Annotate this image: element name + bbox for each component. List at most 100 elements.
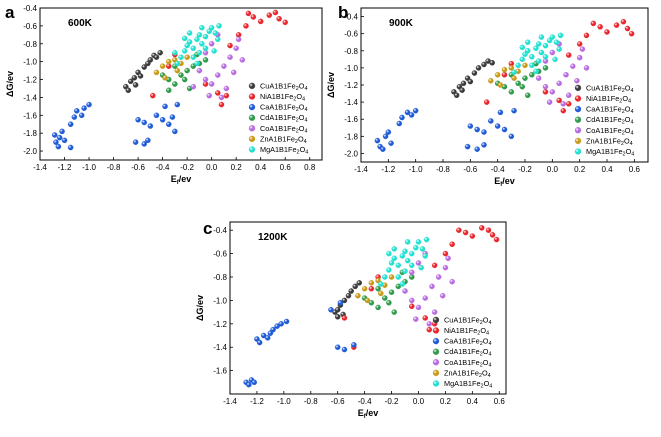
data-point <box>215 36 221 43</box>
x-tick-label: -0.4 <box>491 165 505 174</box>
x-tick-label: -0.2 <box>180 163 194 172</box>
data-point <box>159 117 166 123</box>
data-point <box>565 52 572 58</box>
legend-label: CdA1B1Fe2O4 <box>586 115 634 126</box>
y-axis-title: ΔG/ev <box>195 295 205 321</box>
data-point <box>153 69 160 76</box>
data-point <box>388 289 395 295</box>
y-axis-title: ΔG/ev <box>326 72 336 98</box>
y-tick-label: -0.8 <box>344 47 358 56</box>
data-point <box>479 225 485 231</box>
data-point <box>442 250 449 257</box>
legend-label: NiA1B1Fe2O4 <box>586 94 631 105</box>
legend-label: MgA1B1Fe2O4 <box>586 147 634 158</box>
data-point <box>165 87 172 94</box>
data-point <box>181 35 188 42</box>
data-point <box>184 67 190 74</box>
data-point <box>557 32 564 39</box>
data-point <box>162 103 168 110</box>
data-point <box>519 83 526 90</box>
data-point <box>511 75 517 81</box>
data-point <box>199 41 205 47</box>
data-point <box>53 139 59 145</box>
data-point <box>206 92 212 99</box>
data-point <box>533 45 539 51</box>
plot-frame <box>229 221 507 395</box>
data-point <box>250 14 257 20</box>
legend: CuA1B1Fe2O4NiA1B1Fe2O4CaA1B1Fe2O4CdA1B1F… <box>432 315 492 390</box>
x-tick-label: -1.0 <box>82 163 96 172</box>
data-point <box>196 32 203 38</box>
x-tick-label: -1.2 <box>58 163 72 172</box>
x-tick-label: -1.0 <box>277 397 291 406</box>
data-point <box>337 299 344 306</box>
data-point <box>251 379 257 386</box>
data-point <box>388 140 394 146</box>
data-point <box>218 101 225 108</box>
data-point <box>431 262 438 269</box>
data-point <box>542 42 549 49</box>
data-point <box>227 54 233 60</box>
data-point <box>501 66 508 73</box>
data-point <box>345 292 352 299</box>
series-CaA1B1Fe2O4 <box>51 101 181 151</box>
data-point <box>535 58 542 64</box>
data-point <box>529 54 535 60</box>
data-point <box>127 78 134 85</box>
legend-label: CuA1B1Fe2O4 <box>586 83 634 94</box>
data-point <box>386 267 392 273</box>
data-point <box>162 74 168 81</box>
data-point <box>178 54 184 60</box>
x-tick-label: -1.2 <box>250 397 264 406</box>
data-point <box>378 281 384 287</box>
legend-marker <box>574 95 582 102</box>
legend-marker <box>248 125 256 132</box>
x-tick-label: 0.4 <box>467 397 479 406</box>
x-tick-label: -0.4 <box>358 397 372 406</box>
data-point <box>419 246 426 252</box>
data-point <box>245 10 252 17</box>
legend: CuA1B1Fe2O4NiA1B1Fe2O4CaA1B1Fe2O4CdA1B1F… <box>248 81 308 156</box>
data-point <box>460 80 467 87</box>
data-point <box>583 65 590 71</box>
data-point <box>184 54 190 60</box>
data-point <box>524 48 531 54</box>
data-point <box>399 281 406 287</box>
chart-panel-a: a -1.4 -1.2 -1.0 -0.8 -0.6 -0.4 -0.2 0.0 0.2 0.4 0.… <box>5 3 323 186</box>
data-point <box>150 92 156 99</box>
data-point <box>147 123 154 129</box>
data-point <box>375 285 381 292</box>
legend-label: MgA1B1Fe2O4 <box>444 379 492 390</box>
data-point <box>391 309 398 315</box>
y-tick-label: -0.4 <box>213 226 227 235</box>
series-MgA1B1Fe2O4 <box>378 236 430 287</box>
data-point <box>439 292 446 299</box>
temperature-label: 1200K <box>258 232 288 243</box>
legend-label: ZnA1B1Fe2O4 <box>444 368 491 379</box>
data-point <box>67 121 74 127</box>
data-point <box>399 114 405 121</box>
data-point <box>282 19 288 26</box>
data-point <box>493 236 500 243</box>
data-point <box>368 285 375 292</box>
data-point <box>276 15 282 22</box>
series-MgA1B1Fe2O4 <box>511 32 564 75</box>
y-tick-label: -1.6 <box>344 115 358 124</box>
data-point <box>174 67 181 74</box>
legend-label: CaA1B1Fe2O4 <box>260 103 308 114</box>
data-point <box>334 344 341 350</box>
y-tick-label: -1.0 <box>23 58 37 67</box>
data-point <box>497 109 504 116</box>
data-point <box>556 80 562 87</box>
panel-letter: a <box>5 3 15 22</box>
data-point <box>391 255 398 262</box>
data-point <box>380 146 386 152</box>
data-point <box>388 274 395 280</box>
data-point <box>579 46 586 52</box>
data-point <box>418 264 424 271</box>
series-ZnA1B1Fe2O4 <box>488 62 528 88</box>
data-point <box>356 280 362 286</box>
series-MgA1B1Fe2O4 <box>172 23 222 67</box>
data-point <box>266 12 273 18</box>
y-tick-label: -0.4 <box>23 4 37 13</box>
